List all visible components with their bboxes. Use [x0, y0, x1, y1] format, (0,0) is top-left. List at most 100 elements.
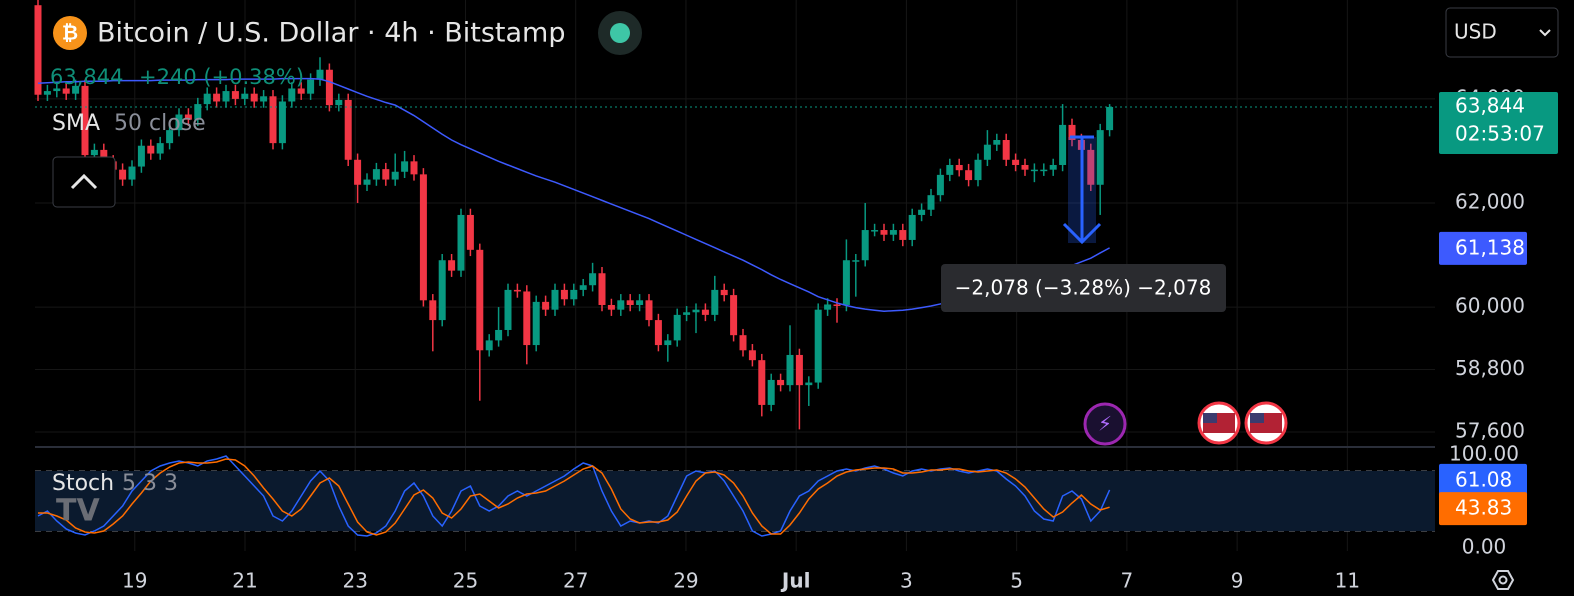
candle-body: [523, 291, 531, 346]
candle-body: [382, 169, 390, 180]
candle-body: [842, 260, 850, 305]
candle-body: [589, 273, 597, 286]
candle-body: [241, 93, 249, 99]
candle-body: [1012, 159, 1020, 165]
y-tick-label: 58,800: [1455, 356, 1525, 380]
sma-params: 50 close: [114, 111, 206, 136]
candle-body: [419, 174, 427, 301]
candle-body: [194, 104, 202, 120]
candle-body: [307, 79, 315, 94]
currency-label: USD: [1454, 20, 1497, 44]
x-tick-label: 7: [1121, 569, 1134, 593]
measure-text: −2,078 (−3.28%) −2,078: [955, 276, 1212, 300]
candle-body: [626, 300, 634, 305]
candle-body: [617, 300, 625, 310]
candle-body: [1096, 130, 1104, 185]
candle-body: [513, 289, 521, 292]
candle-body: [156, 143, 164, 154]
candle-body: [184, 114, 192, 120]
x-tick-label: 9: [1231, 569, 1244, 593]
candle-body: [711, 289, 719, 315]
value-tag-label: 43.83: [1455, 496, 1512, 520]
collapse-button[interactable]: [52, 156, 116, 208]
candle-body: [551, 289, 559, 310]
candle-body: [231, 91, 239, 99]
candle-body: [636, 300, 644, 305]
candle-body: [965, 170, 973, 181]
candle-body: [363, 179, 371, 185]
candle-body: [72, 85, 80, 94]
settings-dot: [1498, 575, 1508, 585]
price-change: +240 (+0.38%): [139, 65, 304, 89]
x-tick-label: 23: [343, 569, 368, 593]
candle-body: [983, 144, 991, 160]
candle-body: [777, 379, 785, 386]
candle-body: [448, 260, 456, 271]
watermark: TV: [56, 494, 100, 529]
candle-body: [1021, 164, 1029, 170]
x-tick-label: 27: [563, 569, 588, 593]
x-tick-label: 29: [673, 569, 698, 593]
candle-body: [607, 304, 615, 310]
candle-body: [861, 230, 869, 261]
stoch-tick-label: 0.00: [1462, 535, 1507, 559]
sma-legend: SMA: [52, 111, 100, 136]
candle-body: [1002, 140, 1010, 160]
candle-body: [344, 99, 352, 160]
candle-body: [485, 340, 493, 351]
candle-body: [495, 329, 503, 341]
candle-body: [758, 360, 766, 405]
stoch-k-line: [37, 455, 1111, 537]
candle-body: [654, 320, 662, 346]
candle-body: [664, 340, 672, 346]
axes: 64,00062,00060,00058,80057,6001921232527…: [122, 85, 1558, 593]
candle-body: [560, 289, 568, 300]
candle-body: [833, 304, 841, 306]
candle-body: [673, 314, 681, 341]
last-price-tag-label: 63,844: [1455, 94, 1525, 118]
candle-body: [278, 101, 286, 144]
candle-body: [579, 285, 587, 290]
candle-body: [692, 309, 700, 313]
candle-body: [739, 335, 747, 351]
x-tick-label: 19: [122, 569, 147, 593]
candle-body: [260, 96, 268, 102]
candle-body: [457, 214, 465, 271]
event-icon[interactable]: [1083, 402, 1127, 446]
candle-body: [720, 289, 728, 296]
candle-body: [34, 5, 42, 95]
value-tag: [1439, 492, 1527, 526]
candle-body: [90, 149, 98, 156]
stoch-params: 5 3 3: [122, 471, 178, 496]
candle-body: [1068, 124, 1076, 141]
candle-body: [43, 91, 51, 95]
candle-body: [354, 159, 362, 185]
candle-body: [391, 171, 399, 180]
candle-body: [1049, 164, 1057, 170]
candle-body: [147, 145, 155, 154]
candle-body: [250, 93, 258, 102]
candle-body: [918, 209, 926, 215]
candle-body: [166, 130, 174, 144]
coin-glyph: ₿: [62, 21, 78, 45]
x-tick-label: 5: [1010, 569, 1023, 593]
candle-body: [927, 195, 935, 210]
measure-arrowhead: [1062, 222, 1102, 245]
currency-select[interactable]: [1445, 7, 1559, 58]
candle-body: [288, 88, 296, 102]
candle-body: [570, 289, 578, 300]
candle-body: [62, 88, 70, 94]
settings-icon[interactable]: [1491, 570, 1515, 590]
x-tick-label: 21: [232, 569, 257, 593]
candle-body: [908, 214, 916, 240]
candle-body: [946, 164, 954, 175]
candle-body: [852, 260, 860, 262]
y-tick-label: 62,000: [1455, 189, 1525, 213]
candle-body: [936, 174, 944, 196]
stoch-band: [35, 471, 1435, 531]
last-price-tag: [1439, 92, 1558, 155]
flag-canton: [1203, 413, 1217, 423]
candle-body: [203, 93, 211, 105]
marks: [34, 0, 1435, 537]
